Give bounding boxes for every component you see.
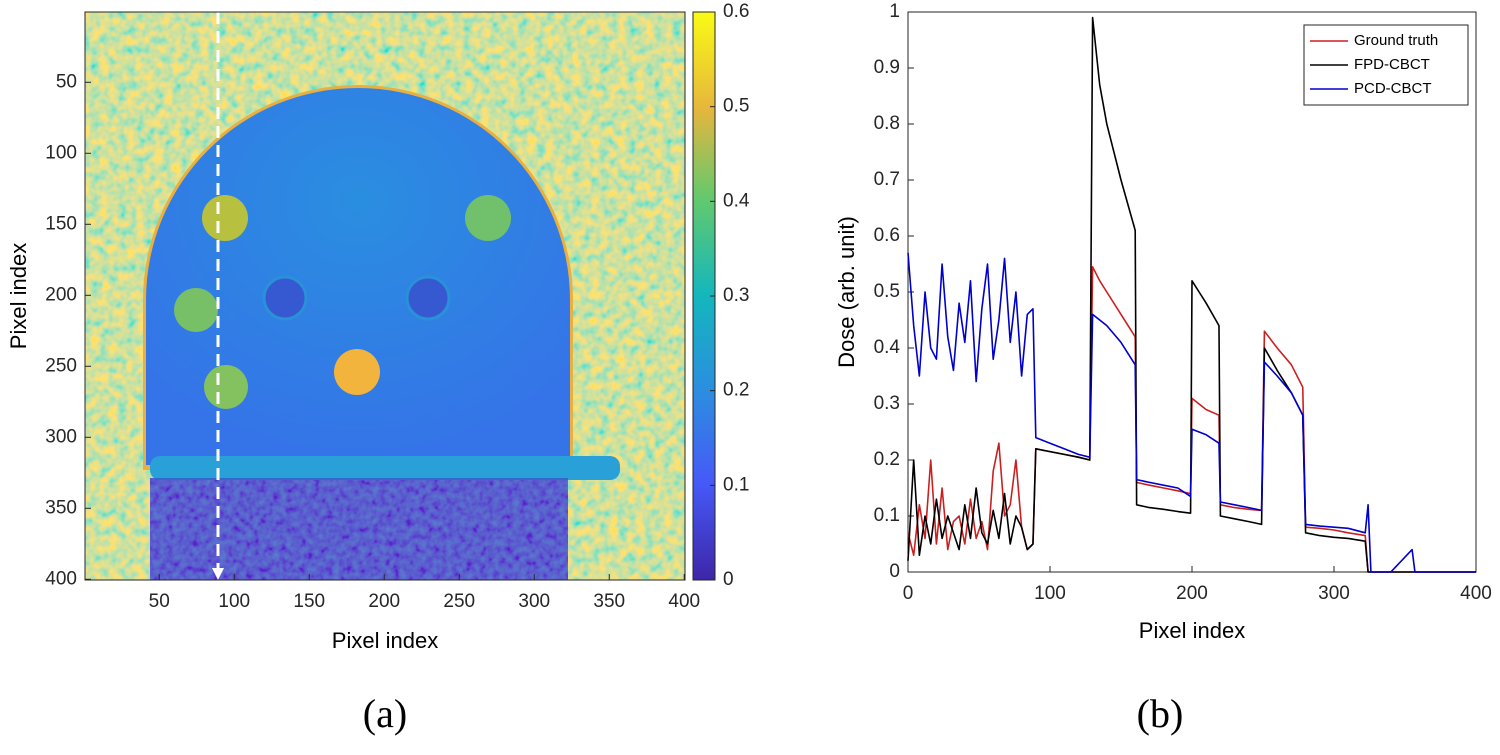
x-tick-label: 100 xyxy=(218,591,250,612)
dose-map-image xyxy=(85,12,685,580)
y-tick-label: 200 xyxy=(45,284,77,305)
y-tick-label: 0.8 xyxy=(874,113,900,134)
caption: (a) xyxy=(363,691,407,736)
x-tick-label: 200 xyxy=(368,591,400,612)
y-tick-label: 0.7 xyxy=(874,169,900,190)
x-tick-label: 200 xyxy=(1176,583,1208,604)
y-tick-label: 100 xyxy=(45,142,77,163)
colorbar-tick-label: 0.4 xyxy=(723,190,750,211)
insert xyxy=(465,195,511,241)
x-tick-label: 250 xyxy=(443,591,475,612)
couch xyxy=(150,456,620,480)
y-tick-label: 0.1 xyxy=(874,505,900,526)
x-tick-label: 150 xyxy=(293,591,325,612)
y-tick-label: 300 xyxy=(45,426,77,447)
legend-label: Ground truth xyxy=(1354,32,1438,49)
colorbar-tick-label: 0.6 xyxy=(723,1,749,22)
x-tick-label: 300 xyxy=(1318,583,1350,604)
series-line xyxy=(907,16,1476,573)
y-tick-label: 0.4 xyxy=(874,337,901,358)
legend-label: FPD-CBCT xyxy=(1354,56,1430,73)
colorbar-tick-label: 0 xyxy=(723,569,734,590)
insert xyxy=(202,195,248,241)
x-axis-label: Pixel index xyxy=(1139,618,1245,643)
shadow xyxy=(150,478,568,580)
insert xyxy=(405,275,451,321)
insert xyxy=(334,349,380,395)
y-tick-label: 0 xyxy=(889,561,900,582)
y-tick-label: 150 xyxy=(45,213,77,234)
x-tick-label: 0 xyxy=(903,583,914,604)
x-axis-label: Pixel index xyxy=(332,628,438,653)
y-tick-label: 0.3 xyxy=(874,393,900,414)
colorbar-tick-label: 0.1 xyxy=(723,474,749,495)
x-tick-label: 300 xyxy=(518,591,550,612)
y-axis-label: Dose (arb. unit) xyxy=(834,216,859,368)
x-tick-label: 400 xyxy=(1460,583,1492,604)
y-tick-label: 0.2 xyxy=(874,449,900,470)
x-tick-label: 100 xyxy=(1034,583,1066,604)
y-tick-label: 50 xyxy=(56,71,77,92)
insert xyxy=(174,288,218,332)
series-line xyxy=(907,252,1476,573)
caption: (b) xyxy=(1137,691,1184,736)
profile-arrow xyxy=(212,568,224,580)
colorbar-tick-label: 0.5 xyxy=(723,96,749,117)
insert xyxy=(204,365,248,409)
axes-frame xyxy=(84,11,686,581)
insert xyxy=(262,275,308,321)
y-tick-label: 400 xyxy=(45,568,77,589)
x-tick-label: 400 xyxy=(668,591,700,612)
y-tick-label: 0.5 xyxy=(874,281,900,302)
y-tick-label: 0.6 xyxy=(874,225,900,246)
phantom-body xyxy=(146,88,570,465)
colorbar xyxy=(693,12,715,580)
y-axis-label: Pixel index xyxy=(6,243,31,349)
x-tick-label: 50 xyxy=(149,591,170,612)
legend-label: PCD-CBCT xyxy=(1354,80,1432,97)
colorbar-tick-label: 0.2 xyxy=(723,380,749,401)
x-tick-label: 350 xyxy=(593,591,625,612)
colorbar-tick-label: 0.3 xyxy=(723,285,749,306)
y-tick-label: 0.9 xyxy=(874,57,900,78)
y-tick-label: 1 xyxy=(889,1,900,22)
y-tick-label: 350 xyxy=(45,497,77,518)
y-tick-label: 250 xyxy=(45,355,77,376)
